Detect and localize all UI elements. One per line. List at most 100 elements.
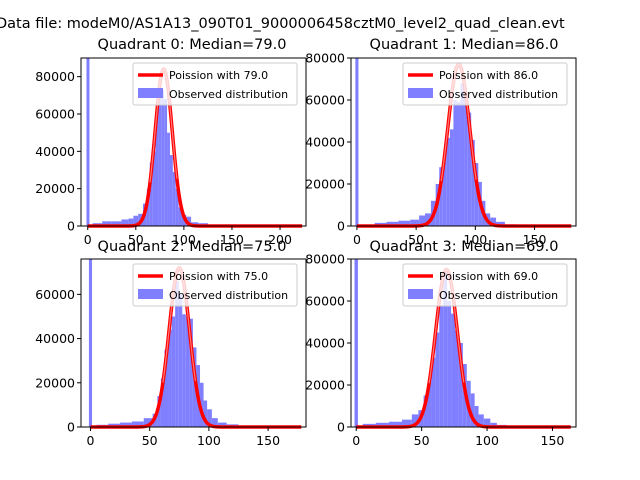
legend-poisson-label: Poission with 86.0 <box>439 69 538 82</box>
y-tick-label: 40000 <box>305 336 345 351</box>
legend-observed-label: Observed distribution <box>439 289 558 302</box>
histogram-bar <box>155 108 159 226</box>
legend-observed-swatch <box>138 289 163 299</box>
y-tick-label: 80000 <box>305 252 345 267</box>
x-tick-label: 100 <box>197 433 221 448</box>
histogram-bar <box>178 294 183 427</box>
y-tick-label: 0 <box>67 219 75 234</box>
x-tick-label: 150 <box>256 433 280 448</box>
histogram-bar <box>398 220 411 226</box>
histogram-bar <box>157 396 161 427</box>
histogram-bar <box>169 155 173 226</box>
axes-frame <box>80 57 307 227</box>
histogram-bar <box>375 422 389 427</box>
histogram-bar <box>161 89 165 226</box>
histogram-bar <box>207 409 212 427</box>
histogram-bar <box>164 99 168 226</box>
figure-title: Data file: modeM0/AS1A13_090T01_90000064… <box>0 16 565 32</box>
histogram-bar <box>458 343 463 427</box>
histogram-bar <box>388 421 403 427</box>
histogram-bar <box>425 213 431 226</box>
x-tick-label: 150 <box>541 433 565 448</box>
histogram-bar <box>431 357 436 427</box>
quadrant-0-title: Quadrant 0: Median=79.0 <box>98 37 287 53</box>
histogram-bar <box>164 349 169 427</box>
histogram-bar <box>152 151 156 226</box>
histogram-bar <box>171 316 176 427</box>
y-tick-label: 60000 <box>35 107 75 122</box>
y-tick-label: 60000 <box>305 93 345 108</box>
histogram-bar <box>427 380 432 427</box>
histogram-bar <box>131 421 144 427</box>
histogram-bar <box>133 215 139 226</box>
x-tick-label: 50 <box>128 232 144 247</box>
histogram-bar <box>178 207 182 226</box>
histogram-bar <box>446 137 450 226</box>
zero-bin-bar <box>86 58 90 226</box>
y-tick-label: 0 <box>337 420 345 435</box>
histogram-bar <box>483 418 491 427</box>
histogram-bar <box>460 83 465 226</box>
legend-observed-swatch <box>138 88 163 98</box>
histogram-bar <box>419 215 426 226</box>
histogram-bar <box>447 301 452 427</box>
histogram-bar <box>146 188 150 226</box>
x-tick-label: 50 <box>414 433 430 448</box>
histogram-bar <box>435 332 440 427</box>
quadrant-2-title: Quadrant 2: Median=75.0 <box>98 239 287 255</box>
y-tick-label: 60000 <box>305 294 345 309</box>
histogram-bar <box>111 221 122 226</box>
histogram-bar <box>175 188 179 226</box>
legend-poisson-label: Poission with 79.0 <box>169 69 268 82</box>
histogram-bar <box>120 422 132 427</box>
x-tick-label: 50 <box>408 232 424 247</box>
x-tick-label: 50 <box>142 433 158 448</box>
histogram-bar <box>464 95 468 226</box>
legend-box <box>132 263 298 307</box>
histogram-bar <box>490 422 497 427</box>
legend-observed-label: Observed distribution <box>439 88 558 101</box>
histogram-bar <box>160 378 165 427</box>
histogram-bar <box>496 221 505 226</box>
x-tick-label: 150 <box>220 232 244 247</box>
histogram-bar <box>439 167 443 226</box>
zero-bin-bar <box>88 259 93 427</box>
histogram-bar <box>402 419 412 427</box>
y-tick-label: 20000 <box>35 181 75 196</box>
x-tick-label: 100 <box>463 232 487 247</box>
histogram-bar <box>443 271 448 427</box>
histogram-bar <box>167 132 170 226</box>
histogram-bar <box>172 171 176 226</box>
quadrant-2-panel: 0 50 100 150 0 20000 40000 60000 Poission with 7… <box>35 239 307 448</box>
legend-observed-label: Observed distribution <box>169 88 288 101</box>
histogram-bar <box>411 414 419 427</box>
zero-bin-bar <box>354 259 358 427</box>
y-tick-label: 60000 <box>35 287 75 302</box>
histogram-bar <box>189 318 193 427</box>
histogram-bar <box>386 221 399 226</box>
legend-poisson-label: Poission with 75.0 <box>169 270 268 283</box>
histogram-bar <box>449 129 454 226</box>
x-tick-label: 0 <box>84 232 92 247</box>
x-tick-label: 0 <box>86 433 94 448</box>
y-tick-label: 40000 <box>35 144 75 159</box>
histogram-bar <box>470 393 475 427</box>
histogram-bar <box>410 219 420 226</box>
histogram-bar <box>439 305 444 427</box>
y-tick-label: 20000 <box>305 177 345 192</box>
histogram-bar <box>478 414 484 427</box>
histogram-bar <box>217 422 227 427</box>
histogram-bar <box>474 163 479 226</box>
histogram-bar <box>168 329 172 427</box>
y-tick-label: 80000 <box>35 69 75 84</box>
y-tick-label: 0 <box>67 420 75 435</box>
histogram-bar <box>182 314 186 427</box>
histogram-bar <box>158 80 162 227</box>
legend-observed-swatch <box>408 289 433 299</box>
legend-observed-label: Observed distribution <box>169 289 288 302</box>
histogram-bar <box>456 102 461 226</box>
histogram-bar <box>454 330 459 427</box>
quadrant-0-panel: 0 50 100 150 200 0 20000 40000 60000 80000 Poissio… <box>35 37 307 247</box>
legend-observed-swatch <box>408 88 433 98</box>
